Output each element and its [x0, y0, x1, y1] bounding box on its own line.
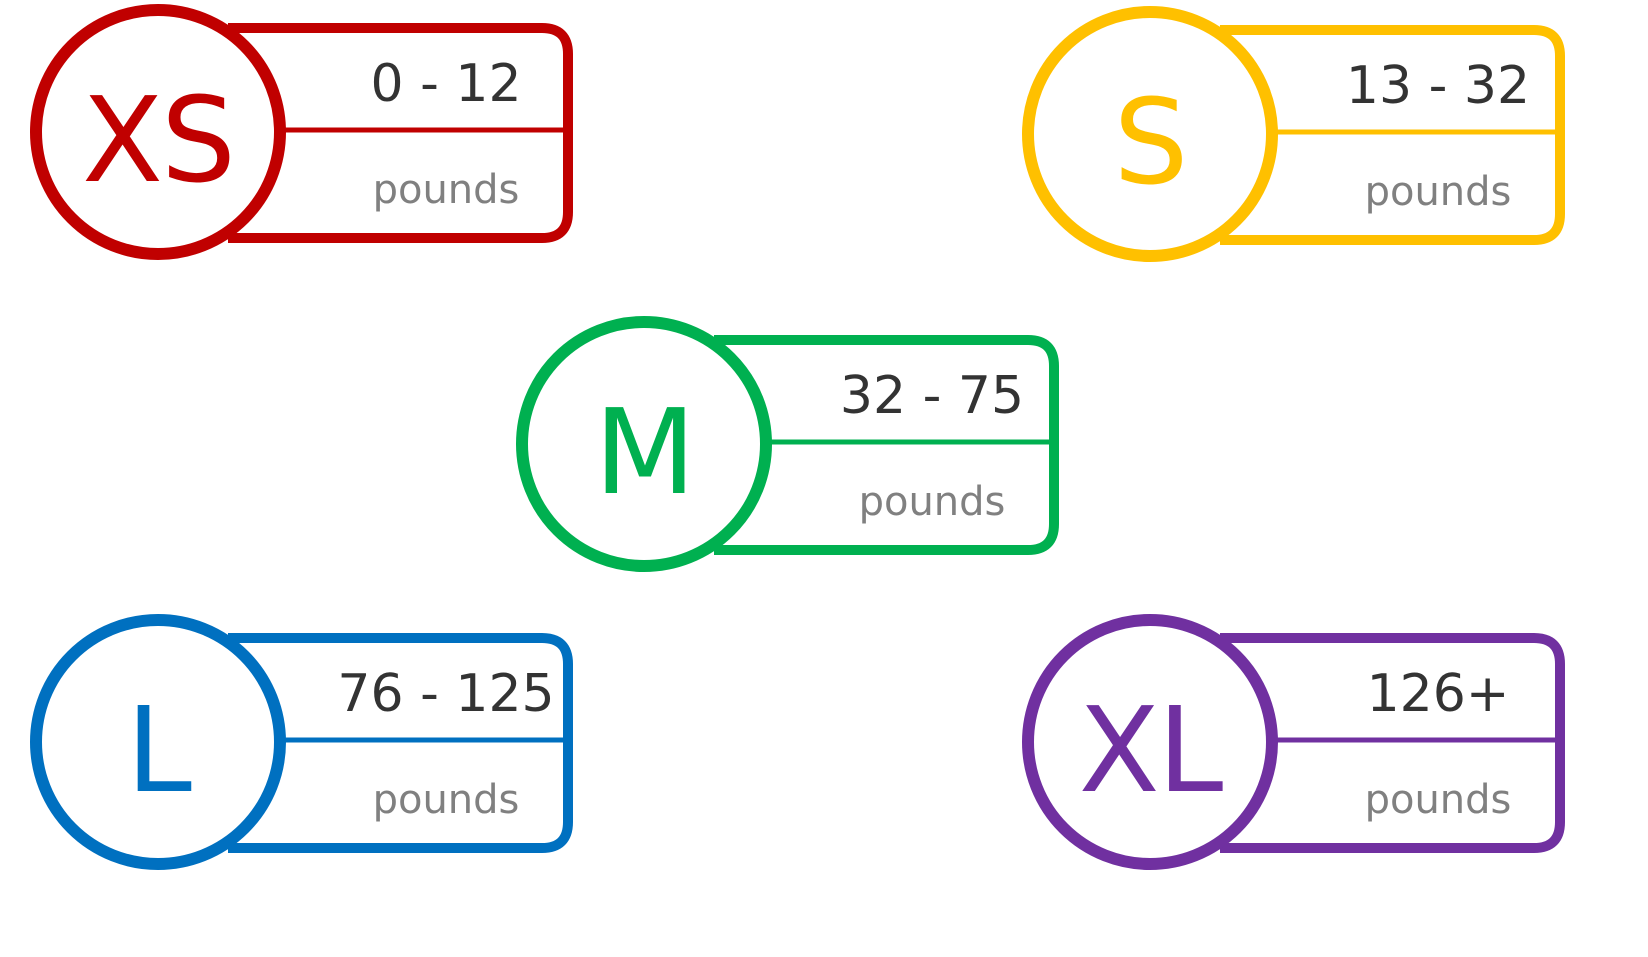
weight-unit-m: pounds: [858, 479, 1006, 525]
weight-unit-s: pounds: [1364, 169, 1512, 215]
weight-range-xs: 0 - 12: [370, 54, 522, 114]
weight-range-l: 76 - 125: [337, 664, 555, 724]
size-badge-m: M 32 - 75 pounds: [504, 312, 1084, 592]
weight-range-s: 13 - 32: [1345, 56, 1531, 116]
weight-unit-xs: pounds: [372, 167, 520, 213]
badge-outline-xl: [1022, 614, 1565, 870]
size-label-s: S: [1113, 73, 1189, 211]
size-label-m: M: [594, 383, 696, 521]
weight-unit-xl: pounds: [1364, 777, 1512, 823]
badge-outline-m: [516, 316, 1059, 572]
weight-range-xl: 126+: [1366, 664, 1510, 724]
size-label-l: L: [126, 681, 192, 819]
size-badge-s: S 13 - 32 pounds: [1010, 2, 1590, 282]
badge-outline-s: [1022, 6, 1565, 262]
size-badge-xl: XL 126+ pounds: [1010, 610, 1590, 890]
weight-range-m: 32 - 75: [839, 366, 1025, 426]
badge-outline-l: [30, 614, 573, 870]
size-badge-xs: XS 0 - 12 pounds: [18, 0, 598, 280]
weight-unit-l: pounds: [372, 777, 520, 823]
size-badge-l: L 76 - 125 pounds: [18, 610, 598, 890]
size-label-xl: XL: [1078, 681, 1224, 819]
badge-outline-xs: [30, 4, 573, 260]
size-label-xs: XS: [82, 71, 236, 209]
